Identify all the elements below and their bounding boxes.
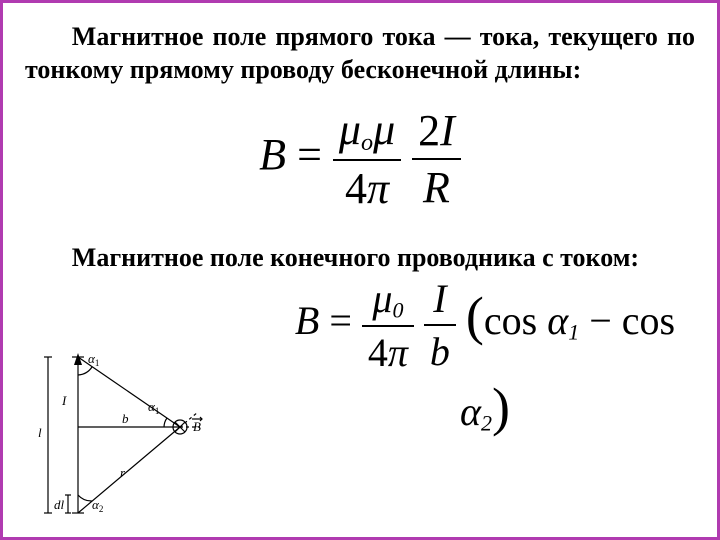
f1-B: B <box>259 130 286 179</box>
f2-a2: α <box>460 389 481 434</box>
svg-text:α1: α1 <box>148 399 159 416</box>
paragraph-1: Магнитное поле прямого тока — тока, теку… <box>25 21 695 86</box>
f2-eq: = <box>329 298 352 343</box>
f2-I: I <box>433 276 446 321</box>
diagram-finite-wire: α1 α1 b B I l r dl α2 <box>30 345 210 525</box>
f2-pi: π <box>388 330 408 375</box>
formula-finite-wire: B = μ0 4π I b (cos α1 − cos α2) <box>275 275 695 439</box>
f1-mu0-sub: o <box>361 129 373 156</box>
f1-4: 4 <box>345 164 367 213</box>
f2-cos2: cos <box>622 298 675 343</box>
svg-text:α2: α2 <box>92 497 103 514</box>
f2-B: B <box>295 298 319 343</box>
f2-lpar: ( <box>466 286 484 346</box>
f2-bdist: b <box>430 329 450 374</box>
svg-text:α1: α1 <box>88 351 99 368</box>
formula1-content: B = μoμ 4π 2I R <box>259 130 461 179</box>
f1-mu: μ <box>373 105 395 154</box>
diagram-svg: α1 α1 b B I l r dl α2 <box>30 345 210 525</box>
svg-text:I: I <box>61 393 67 408</box>
formula-infinite-wire: B = μoμ 4π 2I R <box>25 104 695 214</box>
svg-text:l: l <box>38 425 42 440</box>
formula2-content: B = μ0 4π I b (cos α1 − cos α2) <box>295 298 675 434</box>
f2-4: 4 <box>368 330 388 375</box>
f2-rpar: ) <box>492 377 510 437</box>
f2-a2-sub: 2 <box>481 411 492 436</box>
f2-a1-sub: 1 <box>568 320 579 345</box>
paragraph-2: Магнитное поле конечного проводника с то… <box>25 242 695 275</box>
f1-I: I <box>440 106 455 155</box>
f2-minus: − <box>589 298 612 343</box>
f2-cos1: cos <box>484 298 537 343</box>
f1-R: R <box>423 163 450 212</box>
f1-pi: π <box>367 164 389 213</box>
f1-2: 2 <box>418 106 440 155</box>
svg-text:b: b <box>122 411 129 426</box>
f1-mu0-mu: μ <box>339 105 361 154</box>
svg-text:r: r <box>120 465 126 480</box>
f1-eq: = <box>297 130 322 179</box>
f2-mu0: μ <box>372 276 392 321</box>
svg-text:dl: dl <box>54 497 65 512</box>
f2-a1: α <box>547 298 568 343</box>
svg-text:B: B <box>193 419 201 434</box>
f2-mu0-sub: 0 <box>392 297 403 322</box>
